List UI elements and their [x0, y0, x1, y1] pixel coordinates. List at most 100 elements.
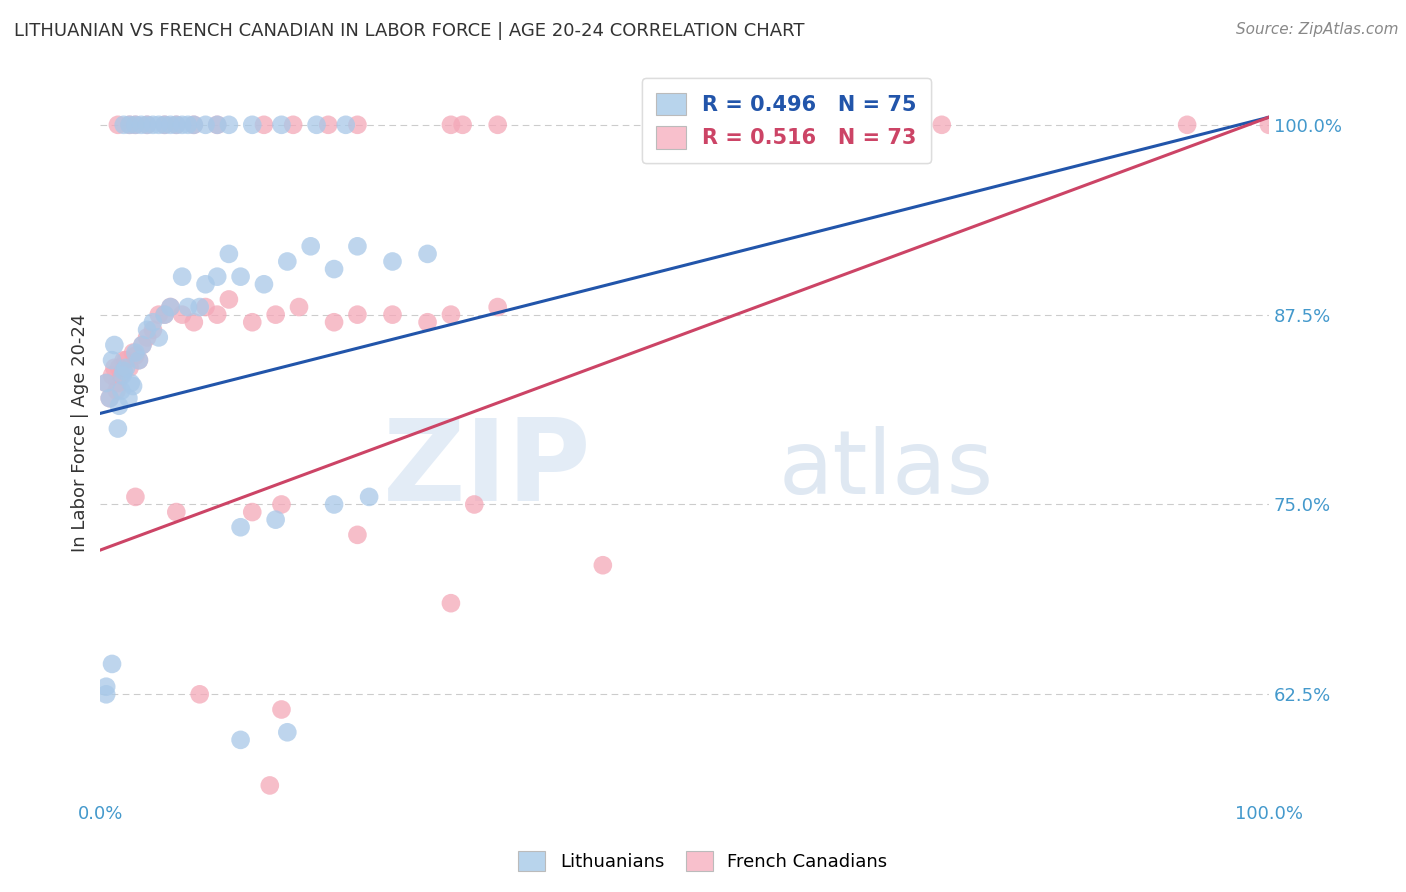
Point — [124, 490, 146, 504]
Point — [440, 308, 463, 322]
Point — [117, 391, 139, 405]
Point — [240, 118, 263, 132]
Text: LITHUANIAN VS FRENCH CANADIAN IN LABOR FORCE | AGE 20-24 CORRELATION CHART: LITHUANIAN VS FRENCH CANADIAN IN LABOR F… — [14, 22, 804, 40]
Point — [440, 596, 463, 610]
Legend: R = 0.496   N = 75, R = 0.516   N = 73: R = 0.496 N = 75, R = 0.516 N = 73 — [641, 78, 931, 163]
Point — [159, 300, 181, 314]
Point — [240, 315, 263, 329]
Point — [148, 330, 170, 344]
Point — [153, 308, 176, 322]
Point — [463, 498, 485, 512]
Point — [122, 379, 145, 393]
Point — [316, 118, 339, 132]
Point — [124, 118, 146, 132]
Point — [107, 118, 129, 132]
Point — [305, 118, 328, 132]
Point — [592, 558, 614, 573]
Point — [323, 315, 346, 329]
Point — [194, 118, 217, 132]
Point — [112, 353, 135, 368]
Point — [108, 399, 131, 413]
Point — [270, 702, 292, 716]
Text: atlas: atlas — [778, 425, 993, 513]
Point — [101, 353, 124, 368]
Point — [229, 269, 252, 284]
Point — [172, 308, 194, 322]
Point — [110, 384, 132, 398]
Point — [335, 118, 357, 132]
Point — [1258, 118, 1281, 132]
Point — [218, 247, 240, 261]
Point — [299, 239, 322, 253]
Point — [188, 300, 211, 314]
Point — [108, 360, 131, 375]
Point — [136, 118, 159, 132]
Point — [131, 338, 153, 352]
Point — [128, 353, 150, 368]
Point — [183, 118, 205, 132]
Point — [323, 262, 346, 277]
Point — [381, 308, 404, 322]
Point — [205, 118, 228, 132]
Point — [172, 118, 194, 132]
Point — [1175, 118, 1198, 132]
Point — [96, 376, 118, 390]
Point — [259, 779, 281, 793]
Point — [112, 364, 135, 378]
Point — [346, 308, 368, 322]
Point — [136, 323, 159, 337]
Point — [142, 118, 165, 132]
Point — [153, 118, 176, 132]
Point — [124, 349, 146, 363]
Point — [110, 368, 132, 383]
Point — [101, 657, 124, 671]
Point — [136, 330, 159, 344]
Point — [101, 368, 124, 383]
Point — [218, 293, 240, 307]
Point — [229, 520, 252, 534]
Legend: Lithuanians, French Canadians: Lithuanians, French Canadians — [512, 844, 894, 879]
Point — [205, 308, 228, 322]
Point — [253, 118, 276, 132]
Point — [107, 376, 129, 390]
Point — [107, 421, 129, 435]
Point — [276, 725, 298, 739]
Point — [205, 118, 228, 132]
Y-axis label: In Labor Force | Age 20-24: In Labor Force | Age 20-24 — [72, 313, 89, 551]
Point — [124, 345, 146, 359]
Point — [177, 300, 200, 314]
Point — [96, 687, 118, 701]
Point — [270, 498, 292, 512]
Point — [103, 338, 125, 352]
Point — [118, 360, 141, 375]
Point — [205, 269, 228, 284]
Point — [440, 118, 463, 132]
Point — [177, 118, 200, 132]
Point — [194, 277, 217, 292]
Point — [381, 254, 404, 268]
Point — [165, 118, 187, 132]
Point — [131, 338, 153, 352]
Point — [136, 118, 159, 132]
Point — [486, 118, 509, 132]
Point — [115, 353, 138, 368]
Point — [153, 308, 176, 322]
Point — [115, 360, 138, 375]
Point — [288, 300, 311, 314]
Point — [165, 118, 187, 132]
Point — [111, 368, 134, 383]
Point — [148, 118, 170, 132]
Point — [346, 239, 368, 253]
Point — [486, 300, 509, 314]
Point — [359, 490, 381, 504]
Point — [98, 391, 121, 405]
Point — [124, 118, 146, 132]
Point — [451, 118, 474, 132]
Point — [153, 118, 176, 132]
Point — [346, 118, 368, 132]
Text: Source: ZipAtlas.com: Source: ZipAtlas.com — [1236, 22, 1399, 37]
Point — [276, 254, 298, 268]
Point — [931, 118, 953, 132]
Point — [98, 391, 121, 405]
Point — [183, 315, 205, 329]
